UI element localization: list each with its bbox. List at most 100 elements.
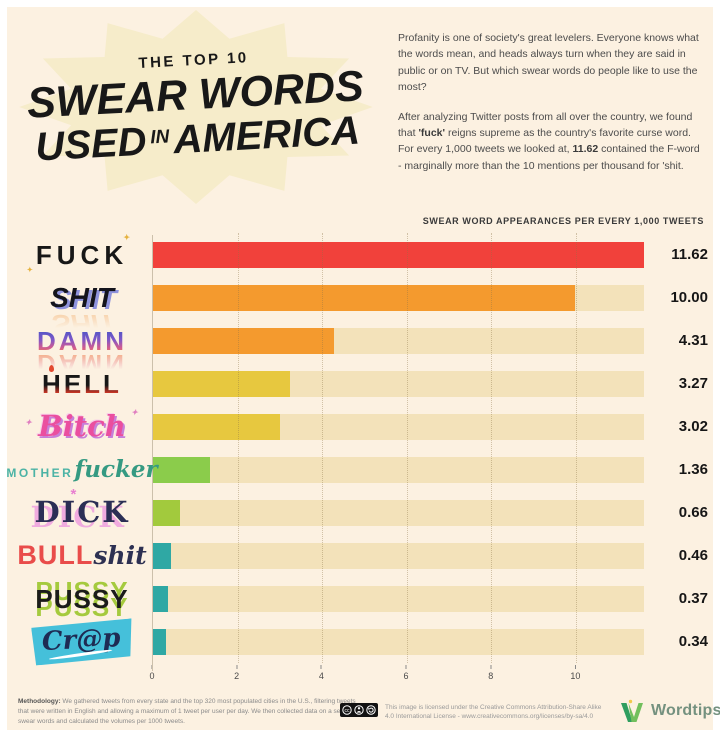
tick-label: 10 (570, 671, 581, 681)
bar-value: 0.66 (678, 504, 708, 521)
wordart-part: FUCK (27, 234, 130, 274)
chart-row: PUSSY 0.37 (12, 577, 708, 620)
swear-word-label: DICK * (12, 487, 152, 529)
wordart-fuck: FUCK (27, 234, 130, 274)
wordart-shit: SHIT (50, 283, 114, 312)
bar-value: 4.31 (678, 332, 708, 349)
chart-row: Cr@p 0.34 (12, 620, 708, 663)
swear-word-label: FUCK (12, 234, 152, 274)
bar-value: 0.46 (678, 547, 708, 564)
wordart-part: PUSSY (35, 578, 128, 620)
wordart-part: SHIT (50, 283, 114, 312)
bar (152, 413, 280, 440)
wordart-mofo: MOTHER fucker (6, 458, 157, 481)
swear-word-label: BULL shit (12, 542, 152, 569)
chart-row: Bitch 3.02 (12, 405, 708, 448)
methodology-text: We gathered tweets from every state and … (18, 698, 367, 725)
swear-word-label: DAMN (12, 328, 152, 354)
x-tick: 10 (570, 665, 580, 681)
swear-word-label: HELL (12, 364, 152, 399)
bar-value: 0.34 (678, 633, 708, 650)
bar-value: 0.37 (678, 590, 708, 607)
bar-track (152, 327, 644, 354)
intro-text: Profanity is one of society's great leve… (398, 30, 704, 187)
bar (152, 370, 291, 397)
bar-track (152, 585, 644, 612)
bar-value: 3.27 (678, 375, 708, 392)
swear-word-label: PUSSY (12, 578, 152, 620)
wordart-part: HELL (42, 364, 122, 399)
chart-row: BULL shit 0.46 (12, 534, 708, 577)
wordart-bullshit: BULL shit (17, 542, 146, 569)
wordart-part: BULL (17, 540, 94, 570)
wordart-dick: DICK * (34, 487, 130, 529)
intro-text-run: reigns supreme as the country's favorite… (398, 126, 691, 156)
chart-row: DAMN 4.31 (12, 319, 708, 362)
bar (152, 585, 168, 612)
bar (152, 241, 644, 268)
chart-row: MOTHER fucker 1.36 (6, 448, 708, 491)
intro-bold-run: 'fuck' (418, 126, 446, 139)
bar-track (152, 456, 644, 483)
bar-track (152, 284, 644, 311)
tick-mark (490, 665, 492, 669)
tick-mark (236, 665, 238, 669)
chart-rows: FUCK 11.62 SHIT 10.00 DAMN 4.31 HELL 3.27 Bitch 3… (6, 233, 708, 671)
x-tick: 6 (404, 665, 409, 681)
wordart-pussy: PUSSY (35, 578, 128, 620)
chart-title: SWEAR WORD APPEARANCES PER EVERY 1,000 T… (422, 216, 704, 226)
brand-name: Wordtips (651, 702, 720, 719)
license-block: cc This image is licensed under the Crea… (340, 703, 605, 722)
wordart-bitch: Bitch (25, 408, 137, 441)
wordart-part: MOTHER (6, 466, 74, 480)
wordart-part: fucker (74, 456, 158, 483)
intro-paragraph-2: After analyzing Twitter posts from all o… (398, 109, 704, 175)
wordart-part: shit (93, 541, 147, 570)
swear-word-label: Cr@p (12, 621, 152, 663)
wordtips-w-icon (621, 699, 643, 722)
wordart-part: Cr@p (31, 618, 134, 665)
bar-track (152, 413, 644, 440)
cc-by-sa-badge-icon: cc (340, 703, 378, 717)
chart-row: FUCK 11.62 (12, 233, 708, 276)
bar (152, 284, 576, 311)
title-word-in: IN (149, 126, 170, 149)
wordart-part: Bitch (25, 408, 137, 441)
bar-track (152, 370, 644, 397)
intro-text-run: contained the F-word - marginally more t… (398, 143, 700, 172)
tick-label: 2 (234, 671, 240, 681)
bar-value: 11.62 (671, 246, 708, 263)
bar-track (152, 542, 644, 569)
bar-track (152, 628, 644, 655)
title-area: THE TOP 10 SWEAR WORDS USED INAMERICA (12, 6, 380, 208)
chart-row: HELL 3.27 (12, 362, 708, 405)
x-tick: 2 (234, 665, 239, 681)
bar-track (152, 499, 644, 526)
title-word-used: USED (34, 119, 148, 170)
tick-label: 6 (403, 671, 409, 681)
bar (152, 327, 335, 354)
bar (152, 628, 167, 655)
intro-text-run: After analyzing Twitter posts from all o… (398, 110, 693, 139)
x-tick: 4 (319, 665, 324, 681)
methodology-label: Methodology: (18, 698, 61, 705)
bar (152, 499, 180, 526)
x-tick: 8 (488, 665, 493, 681)
methodology-note: Methodology: We gathered tweets from eve… (18, 697, 368, 726)
intro-paragraph-1: Profanity is one of society's great leve… (398, 32, 699, 94)
title-block: THE TOP 10 SWEAR WORDS USED INAMERICA (7, 0, 385, 217)
swear-word-label: MOTHER fucker (6, 458, 157, 481)
swear-word-label: Bitch (12, 408, 152, 441)
svg-text:cc: cc (345, 708, 351, 714)
bar (152, 542, 172, 569)
bar (152, 456, 210, 483)
asterisk-decoration: * (70, 486, 77, 503)
wordart-hell: HELL (42, 364, 122, 399)
intro-bold-run: 11.62 (572, 143, 599, 156)
tick-mark (405, 665, 407, 669)
x-tick: 0 (149, 665, 155, 681)
wordart-damn: DAMN (37, 328, 127, 354)
wordart-part: DICK (34, 495, 130, 529)
bar-chart: SWEAR WORD APPEARANCES PER EVERY 1,000 T… (6, 216, 708, 687)
